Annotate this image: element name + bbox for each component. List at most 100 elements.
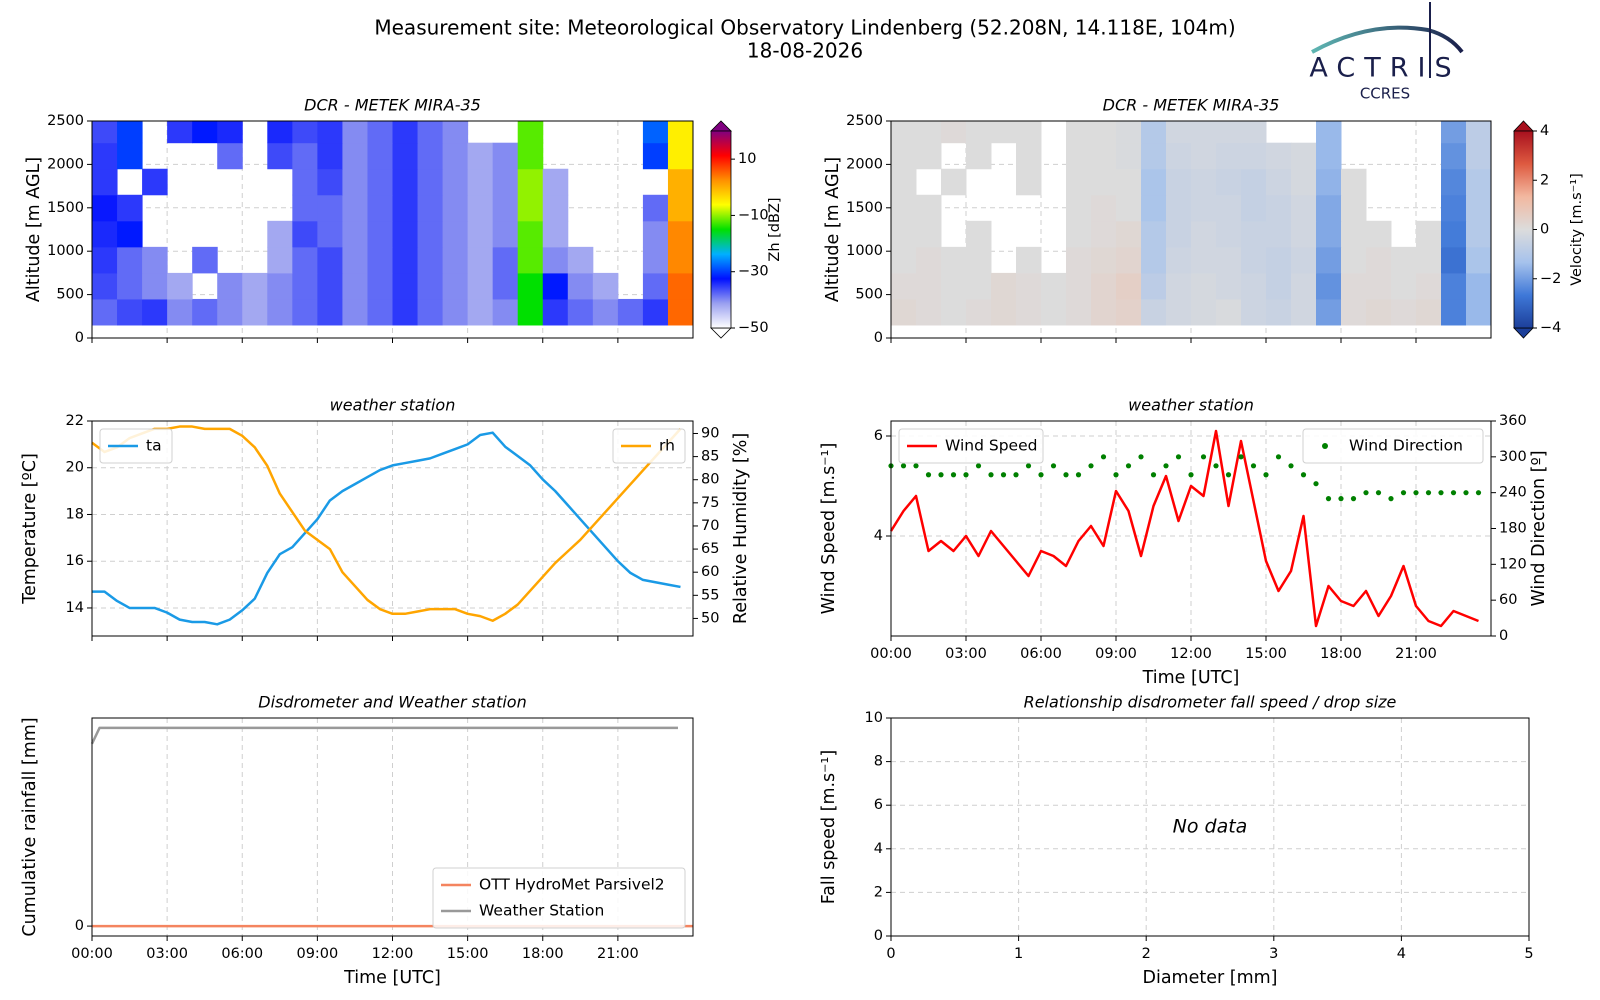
heatmap-cell [1166,298,1192,326]
heatmap-cell [991,298,1017,326]
heatmap-cell [317,168,343,196]
colorbar-tick-label: 10 [738,151,756,167]
data-point [1463,490,1469,496]
heatmap-cell [991,272,1017,300]
heatmap-cell [392,194,419,222]
data-line [90,726,678,745]
heatmap-cell [891,142,917,170]
y-tick-label: 500 [855,287,883,303]
data-point [975,463,982,469]
heatmap-cell [492,220,519,248]
data-point [1125,463,1132,469]
heatmap-cell [667,220,693,248]
y-tick-label: 0 [75,330,84,346]
data-point [1250,463,1257,469]
x-tick-label: 18:00 [1320,646,1362,662]
colorbar-extend [1513,327,1534,339]
logo-subtitle: CCRES [1360,85,1410,103]
heatmap-cell [442,272,469,300]
heatmap-cell [916,298,942,326]
heatmap-cell [292,121,318,144]
heatmap-cell [667,298,693,326]
heatmap-cell [417,194,444,222]
heatmap-cell [117,142,143,170]
heatmap-cell [1241,168,1267,196]
data-point [1313,481,1319,487]
y-axis-label: Wind Speed [m.s⁻¹] [819,443,839,615]
heatmap-cell [467,168,494,196]
heatmap-cell [542,246,569,274]
heatmap-cell [317,194,343,222]
heatmap-cell [642,194,669,222]
y-axis-label: Temperature [ºC] [20,453,40,605]
heatmap-cell [242,272,268,300]
heatmap-cell [1416,272,1442,300]
heatmap-cell [941,272,967,300]
y-tick-label: 1000 [846,243,883,259]
heatmap-cell [192,298,218,326]
heatmap-cell [1466,142,1491,170]
heatmap-cell [1266,194,1292,222]
x-tick-label: 12:00 [372,946,414,962]
heatmap-cell [1466,272,1491,300]
heatmap-cell [1416,298,1442,326]
heatmap-cell [667,246,693,274]
heatmap-cell [292,220,318,248]
y-tick-label: 2500 [47,113,84,129]
heatmap-cell [1316,142,1342,170]
heatmap-cell [1316,194,1342,222]
heatmap-cell [1116,142,1142,170]
y-tick-label: 2000 [846,156,883,172]
heatmap-cell [1291,220,1317,248]
panel: −50 −30 −10 10 Zh [dBZ] 0 500 1000 1500 2000 2500 D… [24,96,783,347]
data-point [1413,490,1419,496]
y-tick-label: 14 [66,600,84,616]
heatmap-cell [292,168,318,196]
y-tick-label: 8 [874,754,883,770]
heatmap-cell [941,298,967,326]
heatmap-cell [1466,246,1491,274]
data-point [1175,454,1182,460]
y2-tick-label: 65 [701,541,719,557]
heatmap-cell [492,168,519,196]
x-tick-label: 2 [1142,946,1151,962]
heatmap-cell [1141,142,1167,170]
heatmap-cell [941,246,967,274]
heatmap-cell [1166,246,1192,274]
heatmap-cell [117,246,143,274]
heatmap-cell [442,246,469,274]
heatmap-cell [642,142,669,170]
heatmap-cell [1466,298,1491,326]
y-tick-label: 20 [66,460,84,476]
panel: −4 −2 0 2 4 Velocity [m.s⁻¹] 0 500 1000 1500 2000 2… [823,96,1585,347]
heatmap-cell [966,220,992,248]
panel: 14 16 18 20 22 50 55 60 65 70 75 80 85 90 weather stat… [20,396,751,641]
heatmap-cell [1291,246,1317,274]
data-point [1225,472,1232,478]
heatmap-cell [916,272,942,300]
heatmap-cell [517,142,544,170]
data-point [1000,472,1007,478]
heatmap-cell [392,220,419,248]
heatmap-cell [941,121,967,144]
heatmap-cell [367,194,393,222]
y2-tick-label: 120 [1499,556,1527,572]
heatmap-cell [1041,272,1067,300]
data-point [1350,496,1357,502]
heatmap-cell [1166,121,1192,144]
y2-tick-label: 0 [1499,628,1508,644]
heatmap-cell [342,121,368,144]
heatmap-cell [1441,246,1467,274]
heatmap-cell [267,121,293,144]
data-point [1113,472,1119,478]
heatmap-cell [242,298,268,326]
heatmap-cell [1441,272,1467,300]
heatmap-cell [1441,194,1467,222]
heatmap-cell [392,142,419,170]
y-tick-label: 0 [874,330,883,346]
heatmap-cell [92,220,118,248]
y2-tick-label: 360 [1499,413,1527,429]
data-point [1063,472,1069,478]
panel-title: DCR - METEK MIRA-35 [304,96,481,115]
legend-box [898,428,1044,464]
